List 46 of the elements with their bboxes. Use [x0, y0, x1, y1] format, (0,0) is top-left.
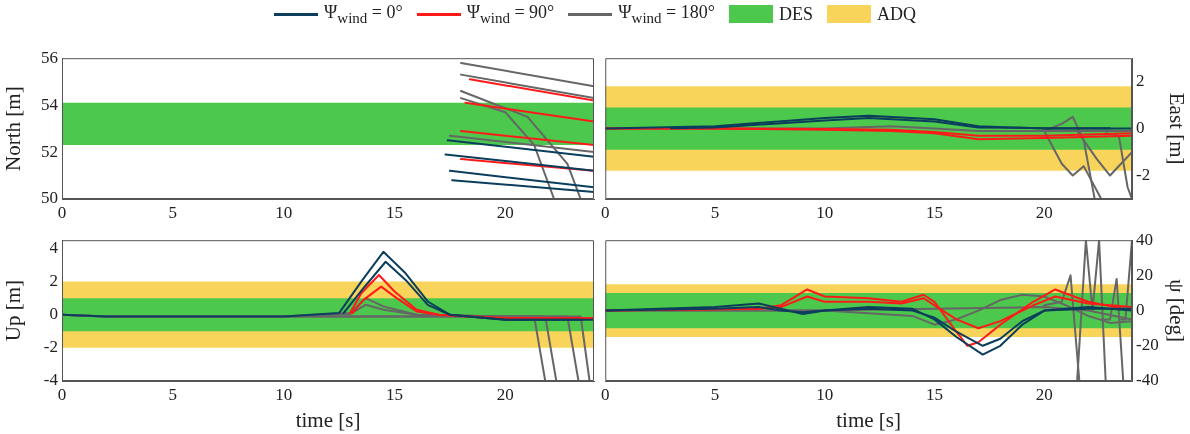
legend-label: ADQ	[876, 3, 916, 25]
y-tick-label: 2	[49, 271, 58, 291]
x-tick-label: 15	[386, 384, 403, 404]
x-tick-label: 0	[601, 202, 610, 222]
y-tick-label: 4	[49, 237, 59, 257]
x-tick-label: 20	[496, 202, 514, 222]
x-tick-label: 20	[1035, 384, 1053, 404]
y2-tick-label: 0	[1136, 300, 1145, 320]
y-tick-label: 52	[41, 141, 58, 161]
y2-tick-label: 2	[1136, 71, 1145, 91]
y2-tick-label: 20	[1136, 264, 1153, 284]
y-tick-label: 50	[41, 188, 58, 208]
y2-tick-label: -20	[1136, 335, 1159, 355]
x-tick-label: 15	[925, 384, 943, 404]
y2-tick-label: 0	[1136, 118, 1145, 138]
y-axis-title: North [m]	[1, 86, 26, 171]
y-tick-label: -2	[43, 337, 58, 357]
x-tick-label: 10	[816, 384, 834, 404]
legend-label: Ψ$_{wind}$ = 180°	[618, 2, 715, 27]
legend-label: DES	[778, 3, 813, 25]
y2-axis-title: ψ [deg]	[1164, 279, 1189, 342]
y-tick-label: 0	[49, 304, 58, 324]
x-tick-label: 10	[275, 202, 293, 222]
x-tick-label: 5	[168, 202, 178, 222]
x-tick-label: 5	[710, 202, 720, 222]
y2-axis-title: East [m]	[1164, 92, 1189, 165]
y-tick-label: 54	[41, 94, 59, 114]
x-axis-title: time [s]	[836, 407, 901, 432]
x-tick-label: 10	[275, 384, 293, 404]
x-tick-label: 0	[601, 384, 610, 404]
y-tick-label: -4	[43, 370, 59, 390]
x-tick-label: 5	[710, 384, 720, 404]
y-axis-title: Up [m]	[1, 279, 26, 342]
x-tick-label: 10	[816, 202, 834, 222]
x-tick-label: 15	[386, 202, 403, 222]
y2-tick-label: -2	[1136, 165, 1151, 184]
x-tick-label: 20	[496, 384, 514, 404]
x-tick-label: 20	[1035, 202, 1053, 222]
x-axis-title: time [s]	[295, 407, 361, 432]
x-tick-label: 15	[925, 202, 943, 222]
legend-label: Ψ$_{wind}$ = 0°	[324, 2, 403, 27]
y-tick-label: 56	[41, 47, 58, 67]
y2-tick-label: 40	[1136, 229, 1153, 249]
y2-tick-label: -40	[1136, 370, 1159, 390]
legend-label: Ψ$_{wind}$ = 90°	[466, 2, 555, 27]
x-tick-label: 5	[168, 384, 178, 404]
